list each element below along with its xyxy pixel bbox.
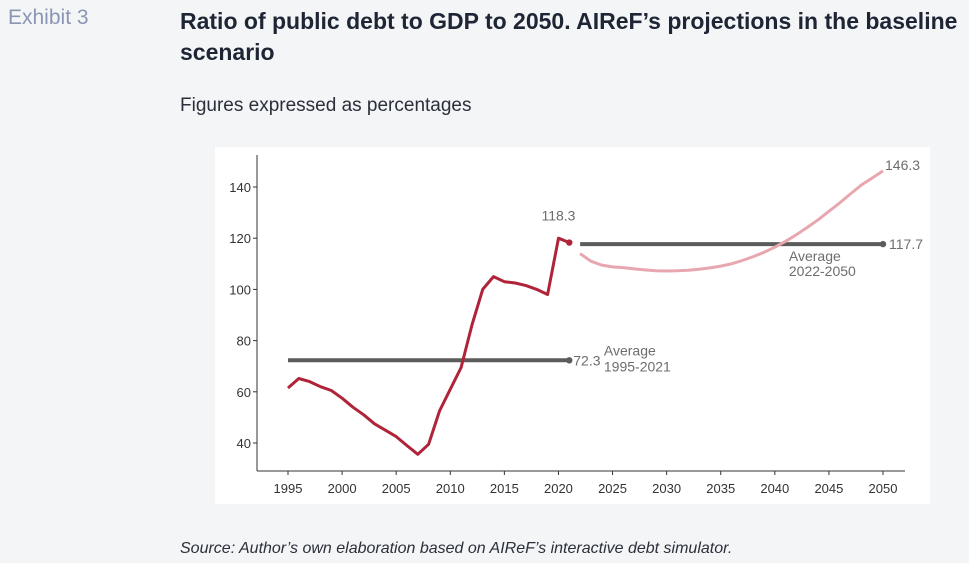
x-tick-label: 2035 xyxy=(706,481,735,496)
x-tick-label: 2020 xyxy=(544,481,573,496)
chart-title: Ratio of public debt to GDP to 2050. AIR… xyxy=(180,8,958,65)
x-tick-label: 2005 xyxy=(382,481,411,496)
y-tick-label: 100 xyxy=(229,282,251,297)
y-tick-label: 140 xyxy=(229,180,251,195)
x-tick-label: 2050 xyxy=(869,481,898,496)
x-tick-label: 2025 xyxy=(598,481,627,496)
average-hist-period-label: 1995-2021 xyxy=(604,358,671,374)
x-tick-label: 2045 xyxy=(814,481,843,496)
x-tick-label: 2010 xyxy=(436,481,465,496)
annotation-layer: 118.3 146.3 72.3 117.7 Average 1995-2021… xyxy=(541,157,923,374)
x-tick-label: 2040 xyxy=(760,481,789,496)
chart-subtitle: Figures expressed as percentages xyxy=(180,95,472,116)
average-2022-2050-end-marker xyxy=(879,240,887,248)
historical-end-value-label: 118.3 xyxy=(541,208,575,224)
projection-end-value-label: 146.3 xyxy=(885,157,920,173)
average-proj-title-label: Average xyxy=(789,248,841,264)
projection-line xyxy=(579,169,884,273)
line-chart: 40 60 80 100 120 140 1995 2000 2005 2010 2015 2020 2… xyxy=(229,155,923,496)
x-tick-label: 2000 xyxy=(328,481,357,496)
historical-end-marker xyxy=(566,239,573,246)
source-note: Source: Author’s own elaboration based o… xyxy=(180,540,733,557)
axes: 40 60 80 100 120 140 1995 2000 2005 2010 2015 2020 2… xyxy=(229,155,905,496)
average-proj-period-label: 2022-2050 xyxy=(789,263,856,279)
average-hist-title-label: Average xyxy=(604,342,656,358)
historical-line xyxy=(287,236,570,456)
x-tick-label: 2015 xyxy=(490,481,519,496)
chart-panel: 40 60 80 100 120 140 1995 2000 2005 2010 2015 2020 2… xyxy=(215,147,930,504)
y-tick-label: 40 xyxy=(237,436,251,451)
average-1995-2021-end-marker xyxy=(566,357,573,364)
average-hist-value-label: 72.3 xyxy=(573,352,600,368)
exhibit-label: Exhibit 3 xyxy=(8,6,89,29)
y-tick-label: 80 xyxy=(237,334,251,349)
x-tick-label: 1995 xyxy=(274,481,303,496)
series-layer xyxy=(287,169,887,456)
average-proj-value-label: 117.7 xyxy=(889,236,923,252)
x-tick-label: 2030 xyxy=(652,481,681,496)
y-tick-label: 120 xyxy=(229,231,251,246)
y-tick-label: 60 xyxy=(237,385,251,400)
